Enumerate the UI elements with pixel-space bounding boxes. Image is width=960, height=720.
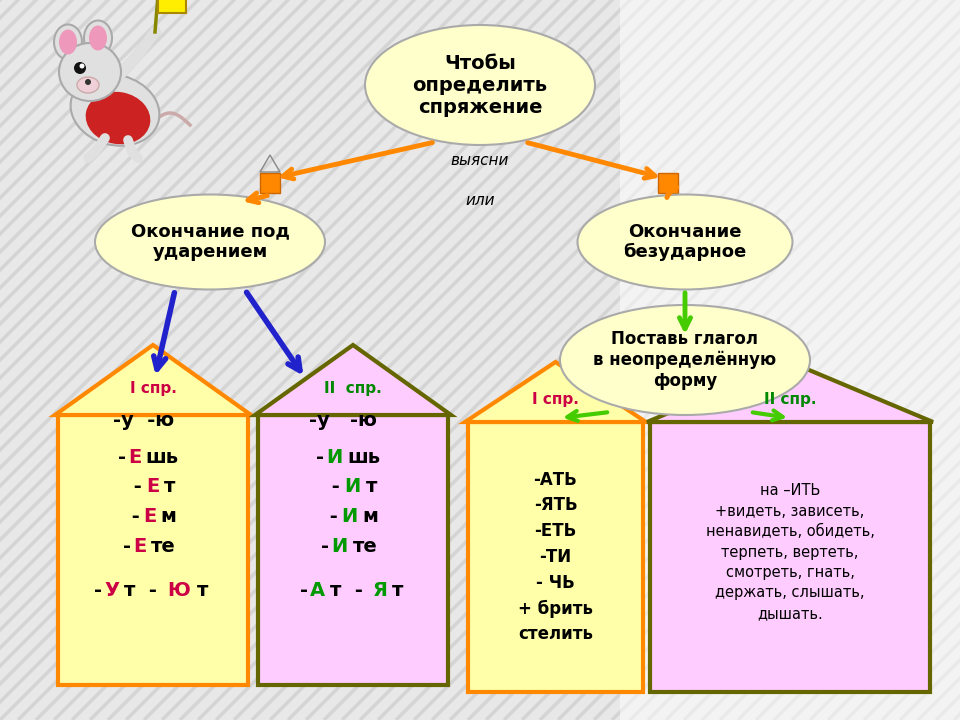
Text: Окончание под
ударением: Окончание под ударением — [131, 222, 289, 261]
Text: И: И — [345, 477, 361, 497]
Text: Е: Е — [144, 508, 156, 526]
Text: У: У — [105, 580, 120, 600]
FancyBboxPatch shape — [650, 422, 930, 692]
Text: Поставь глагол
в неопределённую
форму: Поставь глагол в неопределённую форму — [593, 330, 777, 390]
Text: -: - — [316, 448, 324, 467]
Circle shape — [80, 63, 84, 68]
Polygon shape — [255, 345, 451, 415]
Ellipse shape — [560, 305, 810, 415]
Circle shape — [74, 62, 86, 74]
Text: т: т — [164, 477, 175, 497]
FancyBboxPatch shape — [620, 0, 960, 720]
Text: I спр.: I спр. — [130, 381, 177, 396]
Ellipse shape — [95, 194, 325, 289]
Text: А: А — [310, 580, 325, 600]
Ellipse shape — [54, 24, 82, 60]
FancyBboxPatch shape — [260, 173, 280, 193]
Text: -: - — [325, 477, 340, 497]
Ellipse shape — [89, 25, 107, 50]
Text: И: И — [342, 508, 358, 526]
Text: -: - — [118, 448, 126, 467]
FancyBboxPatch shape — [468, 422, 643, 692]
Text: I спр.: I спр. — [532, 392, 579, 407]
Text: -: - — [128, 477, 142, 497]
Polygon shape — [465, 362, 646, 422]
Text: м: м — [363, 508, 378, 526]
Text: Я: Я — [372, 580, 387, 600]
Text: И: И — [326, 448, 343, 467]
Text: т  -: т - — [125, 580, 157, 600]
Text: -: - — [300, 580, 307, 600]
Text: -: - — [322, 538, 329, 557]
Ellipse shape — [85, 91, 151, 144]
Text: -у  -ю: -у -ю — [113, 410, 175, 430]
Ellipse shape — [77, 77, 99, 93]
Text: те: те — [151, 538, 176, 557]
Text: И: И — [331, 538, 348, 557]
Text: шь: шь — [348, 448, 380, 467]
Text: -: - — [123, 538, 132, 557]
Ellipse shape — [59, 43, 121, 101]
FancyBboxPatch shape — [658, 173, 678, 193]
Circle shape — [85, 79, 91, 85]
Text: м: м — [161, 508, 177, 526]
Ellipse shape — [59, 30, 77, 55]
Text: -АТЬ
-ЯТЬ
-ЕТЬ
-ТИ
- ЧЬ
+ брить
стелить: -АТЬ -ЯТЬ -ЕТЬ -ТИ - ЧЬ + брить стелить — [518, 471, 593, 643]
Text: Окончание
безударное: Окончание безударное — [623, 222, 747, 261]
Ellipse shape — [578, 194, 793, 289]
Text: Е: Е — [147, 477, 159, 497]
Polygon shape — [647, 362, 933, 422]
Text: -у   -ю: -у -ю — [309, 410, 377, 430]
Text: Чтобы
определить
спряжение: Чтобы определить спряжение — [413, 53, 547, 117]
Text: или: или — [466, 192, 494, 207]
Text: те: те — [352, 538, 377, 557]
Text: II спр.: II спр. — [764, 392, 816, 407]
Text: -: - — [125, 508, 139, 526]
Text: II  спр.: II спр. — [324, 381, 382, 396]
Text: Е: Е — [133, 538, 147, 557]
FancyBboxPatch shape — [58, 415, 248, 685]
Ellipse shape — [365, 25, 595, 145]
Text: шь: шь — [145, 448, 179, 467]
Text: т: т — [392, 580, 403, 600]
Text: выясни: выясни — [451, 153, 509, 168]
Text: т  -: т - — [329, 580, 363, 600]
Text: на –ИТЬ
+видеть, зависеть,
ненавидеть, обидеть,
терпеть, вертеть,
смотреть, гнат: на –ИТЬ +видеть, зависеть, ненавидеть, о… — [706, 483, 875, 621]
Text: Е: Е — [128, 448, 141, 467]
Text: -: - — [323, 508, 337, 526]
Polygon shape — [55, 345, 251, 415]
Text: т: т — [197, 580, 208, 600]
Ellipse shape — [71, 74, 159, 145]
Text: Ю: Ю — [167, 580, 190, 600]
Ellipse shape — [84, 20, 112, 55]
Text: т: т — [366, 477, 377, 497]
Text: -: - — [94, 580, 103, 600]
FancyBboxPatch shape — [158, 0, 186, 13]
FancyBboxPatch shape — [258, 415, 448, 685]
